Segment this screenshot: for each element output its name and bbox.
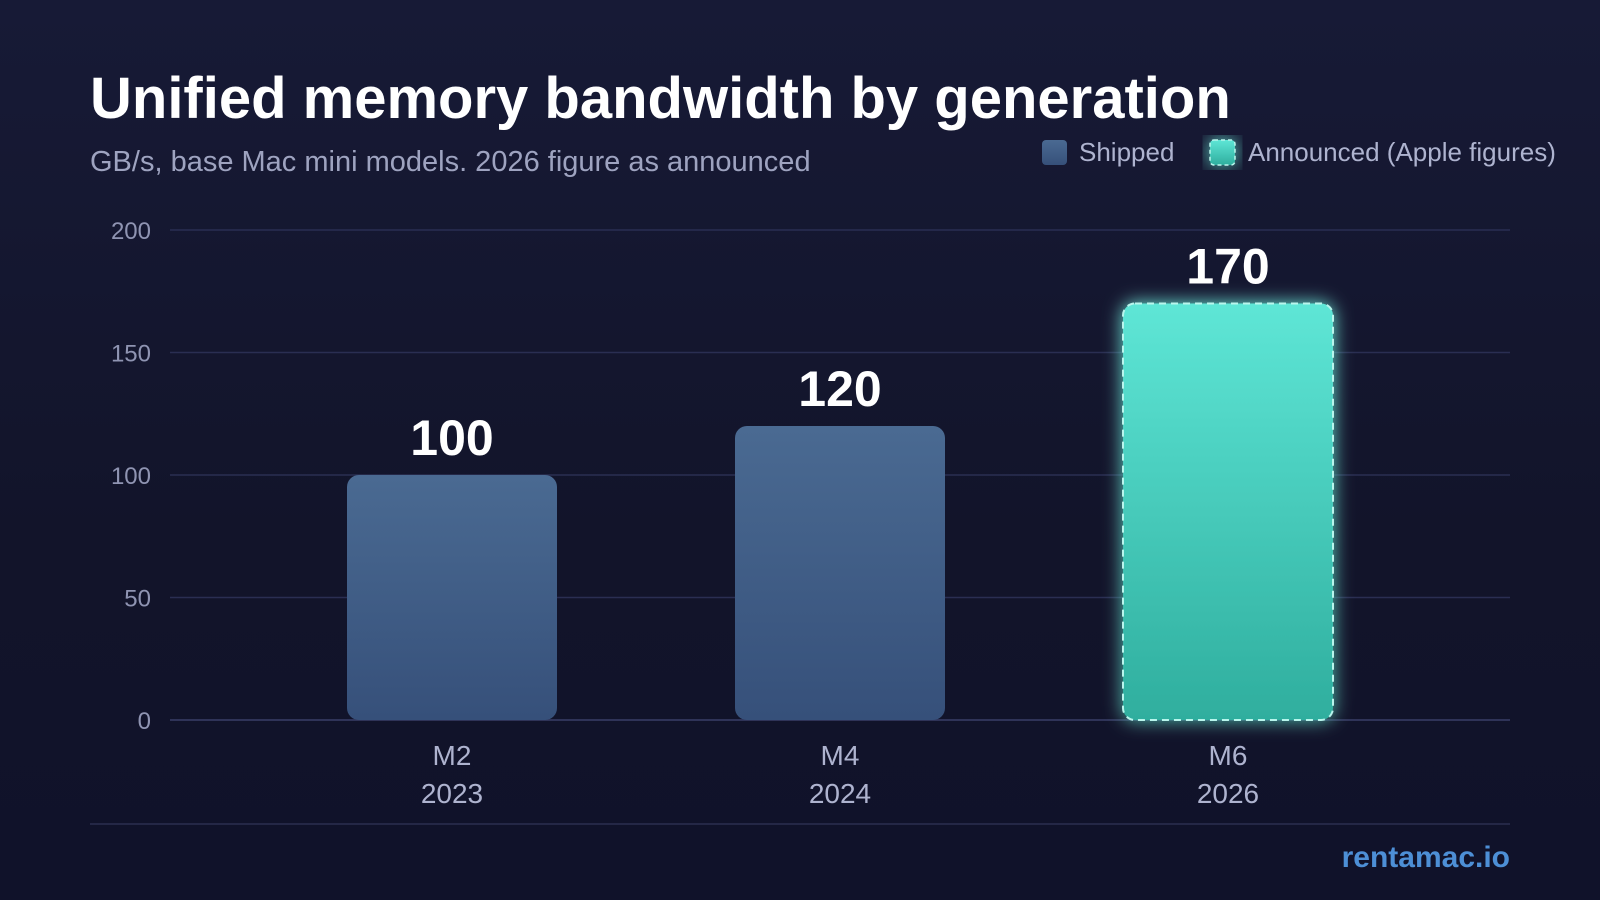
data-label-m6: 170: [1186, 239, 1269, 295]
y-tick-label: 150: [111, 341, 151, 368]
legend-label-announced: Announced (Apple figures): [1248, 137, 1556, 167]
chart-title: Unified memory bandwidth by generation: [90, 66, 1231, 131]
x-label-year-m4: 2024: [809, 778, 871, 809]
legend-label-shipped: Shipped: [1079, 137, 1174, 167]
bar-m4: [735, 426, 945, 720]
y-tick-label: 50: [124, 586, 151, 613]
legend: Shipped Announced (Apple figures): [1042, 137, 1556, 167]
y-axis-ticks: 0 50 100 150 200: [111, 218, 151, 735]
legend-swatch-shipped: [1042, 140, 1067, 165]
y-tick-label: 100: [111, 463, 151, 490]
bars: [347, 302, 1334, 721]
x-label-year-m6: 2026: [1197, 778, 1259, 809]
bar-m2: [347, 475, 557, 720]
x-label-year-m2: 2023: [421, 778, 483, 809]
data-labels: 100 120 170: [410, 239, 1269, 467]
x-axis-labels: M2 2023 M4 2024 M6 2026: [421, 740, 1259, 809]
data-label-m2: 100: [410, 410, 493, 466]
x-label-m6: M6: [1209, 740, 1248, 771]
y-tick-label: 200: [111, 218, 151, 245]
y-tick-label: 0: [138, 708, 151, 735]
x-label-m2: M2: [433, 740, 472, 771]
bar-m6: [1122, 302, 1334, 721]
chart-subtitle: GB/s, base Mac mini models. 2026 figure …: [90, 146, 811, 178]
legend-swatch-announced: [1209, 139, 1236, 166]
data-label-m4: 120: [798, 361, 881, 417]
brand-link[interactable]: rentamac.io: [1342, 841, 1510, 874]
x-label-m4: M4: [821, 740, 860, 771]
